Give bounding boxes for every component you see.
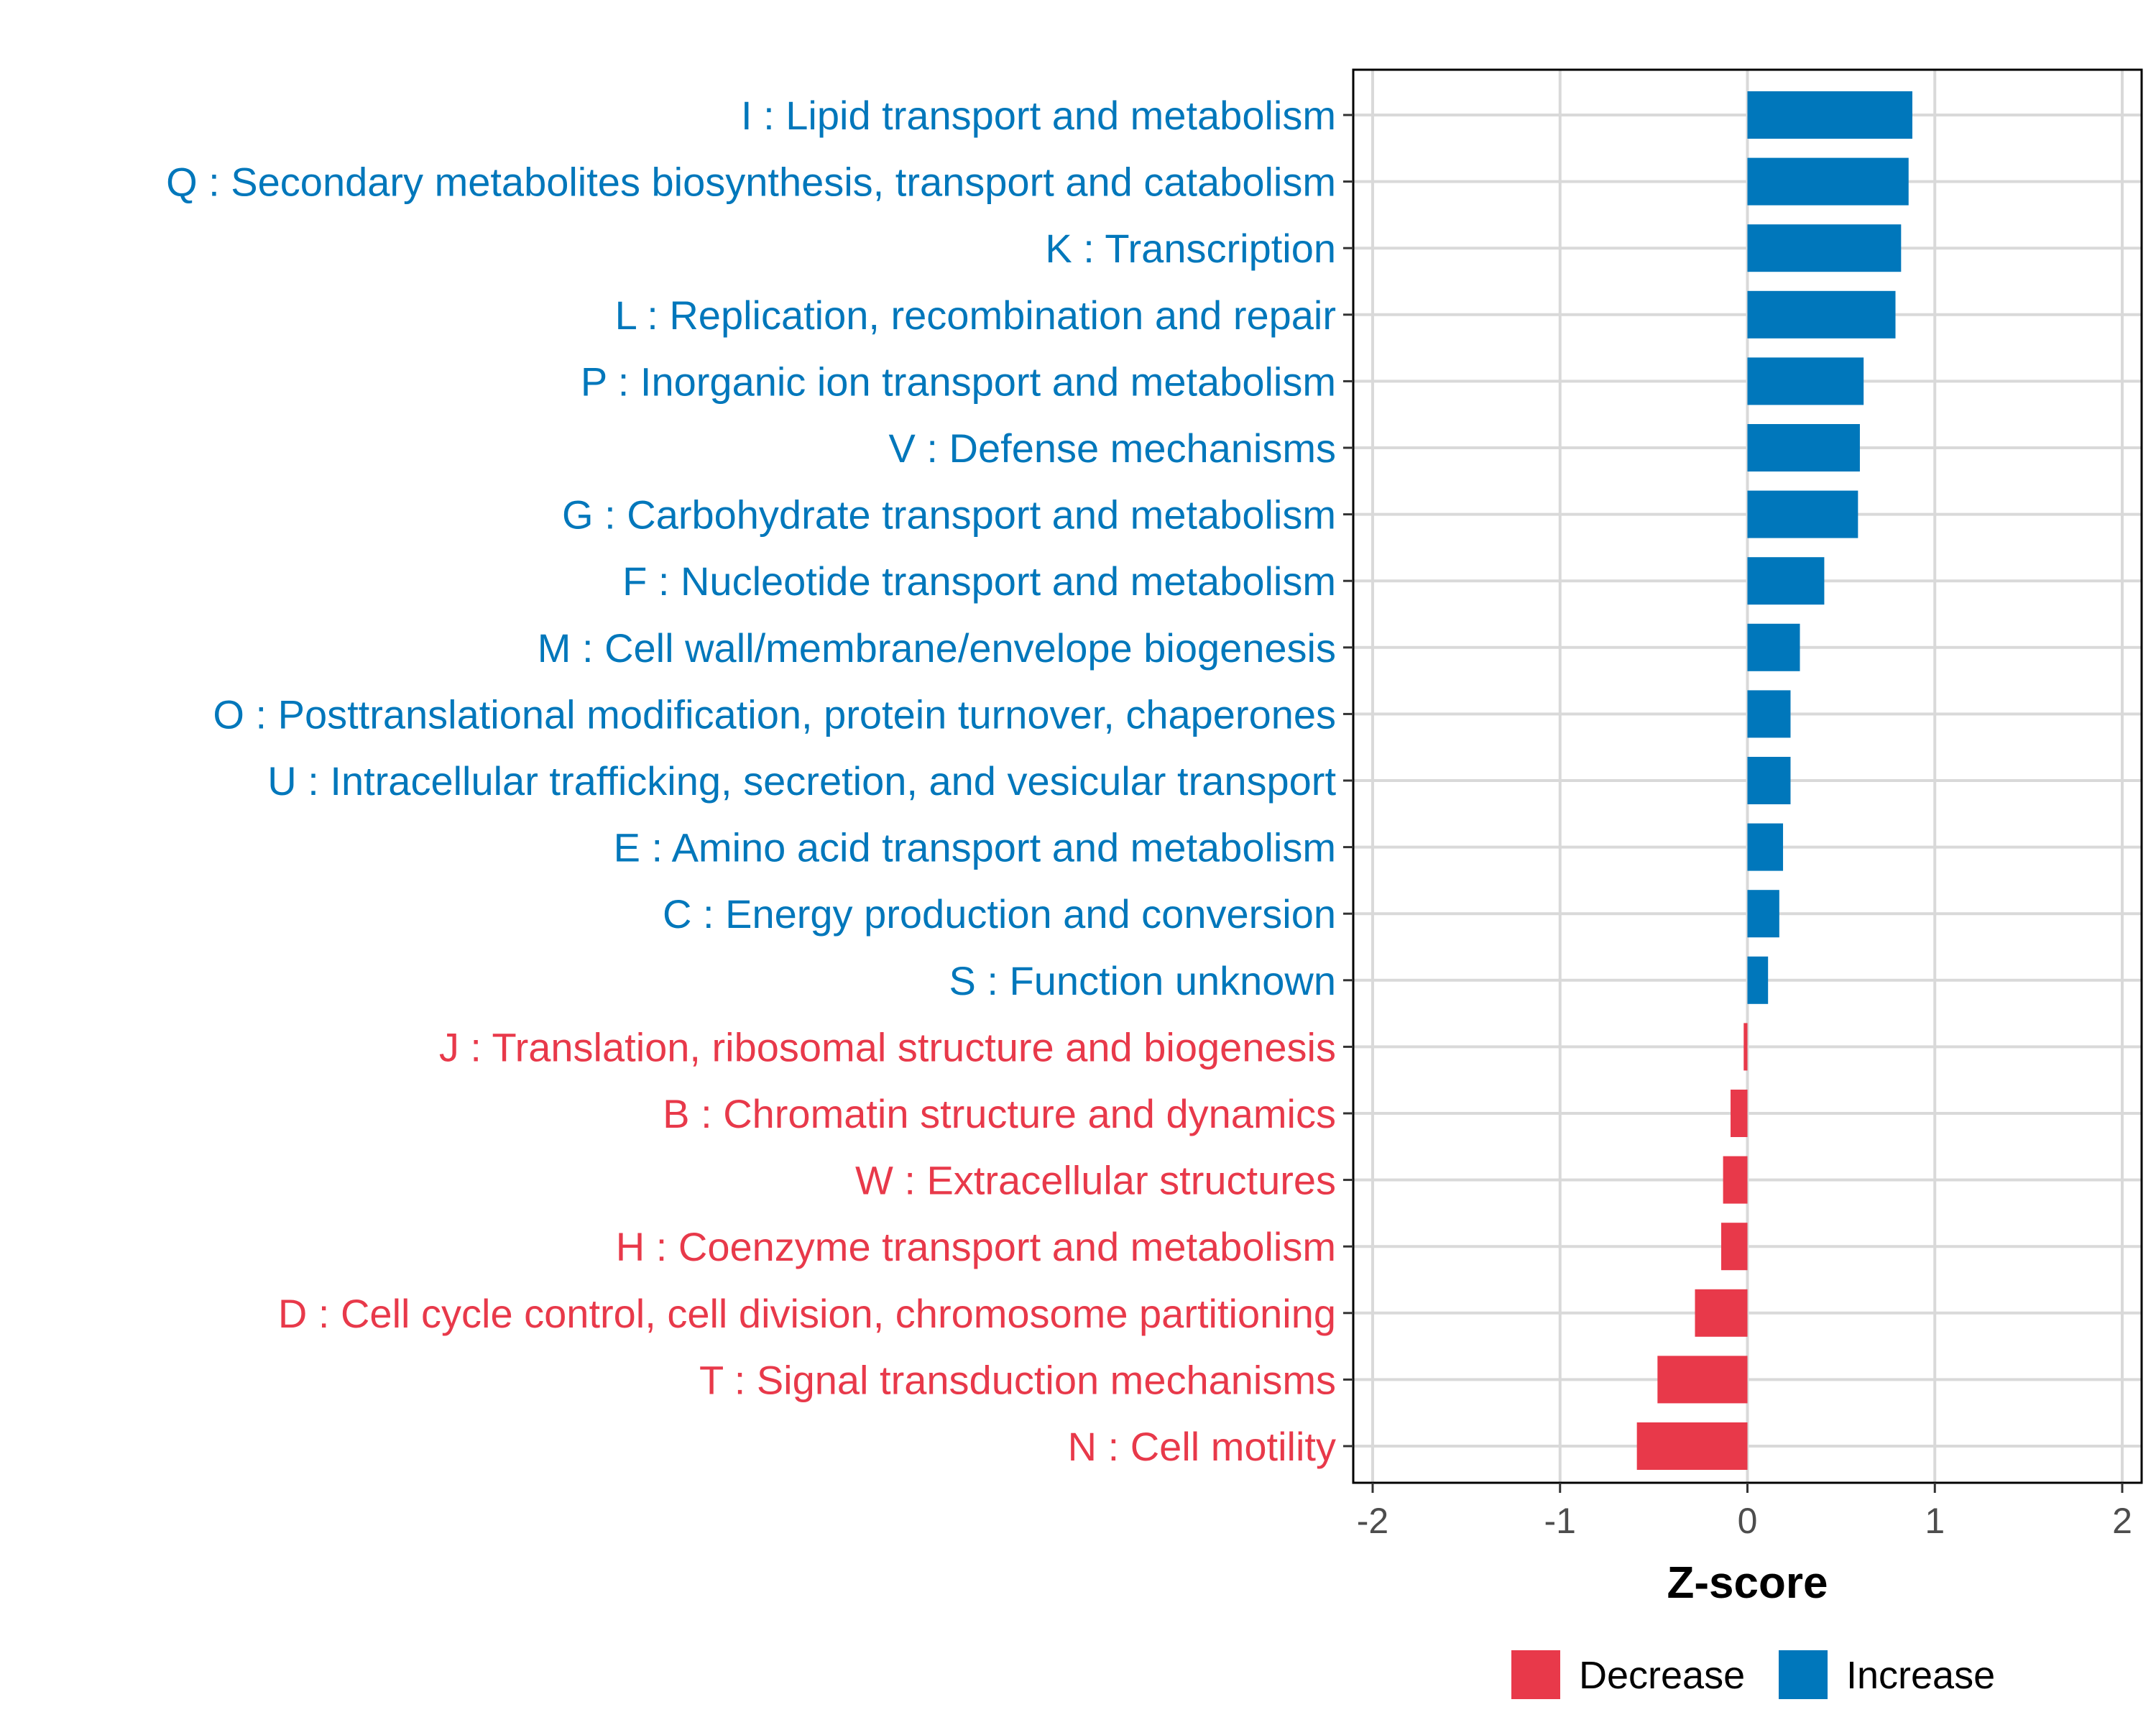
bar [1747, 91, 1912, 139]
bar [1731, 1090, 1748, 1137]
x-tick-labels: -2 -1 0 1 2 [1357, 1501, 2132, 1541]
legend: Decrease Increase [1511, 1650, 1995, 1699]
legend-label: Increase [1846, 1654, 1995, 1697]
bar [1747, 690, 1791, 738]
category-label: U : Intracellular trafficking, secretion… [267, 758, 1336, 804]
category-label: L : Replication, recombination and repai… [615, 293, 1336, 338]
bar [1657, 1356, 1748, 1404]
category-label: K : Transcription [1045, 226, 1336, 271]
bar [1747, 290, 1896, 339]
x-tick-label: 2 [2112, 1501, 2132, 1541]
x-tick-label: 1 [1925, 1501, 1945, 1541]
category-label: M : Cell wall/membrane/envelope biogenes… [538, 625, 1336, 671]
bar [1747, 224, 1902, 272]
x-tick-label: -2 [1357, 1501, 1388, 1541]
category-label: W : Extracellular structures [855, 1158, 1336, 1203]
category-label: B : Chromatin structure and dynamics [663, 1091, 1336, 1136]
category-label: P : Inorganic ion transport and metaboli… [581, 359, 1336, 404]
category-label: N : Cell motility [1068, 1424, 1336, 1469]
category-label: F : Nucleotide transport and metabolism [622, 558, 1336, 604]
category-label: S : Function unknown [949, 958, 1336, 1003]
category-label: V : Defense mechanisms [889, 426, 1336, 471]
legend-key [1511, 1650, 1560, 1699]
bar [1720, 1223, 1748, 1271]
category-label: D : Cell cycle control, cell division, c… [278, 1291, 1336, 1336]
category-label: E : Amino acid transport and metabolism [614, 825, 1336, 870]
category-label: T : Signal transduction mechanisms [699, 1357, 1336, 1402]
category-label: O : Posttranslational modification, prot… [213, 691, 1336, 737]
bar [1747, 623, 1800, 671]
category-label: C : Energy production and conversion [663, 891, 1336, 937]
bar [1747, 823, 1784, 871]
category-labels: I : Lipid transport and metabolism Q : Se… [166, 93, 1336, 1469]
bar [1747, 890, 1779, 938]
legend-key [1779, 1650, 1828, 1699]
category-label: I : Lipid transport and metabolism [741, 93, 1336, 138]
category-label: H : Coenzyme transport and metabolism [616, 1224, 1336, 1269]
bars [1636, 91, 1912, 1470]
bar [1747, 557, 1825, 605]
bar [1747, 757, 1791, 804]
bar [1747, 157, 1909, 206]
legend-label: Decrease [1579, 1654, 1745, 1697]
bar [1636, 1422, 1748, 1470]
axis-ticks [1343, 114, 2124, 1493]
bar [1747, 424, 1860, 472]
category-label: J : Translation, ribosomal structure and… [439, 1024, 1336, 1070]
bar [1695, 1289, 1748, 1337]
x-tick-label: 0 [1738, 1501, 1758, 1541]
x-tick-label: -1 [1544, 1501, 1576, 1541]
bar [1747, 357, 1864, 405]
x-axis-title: Z-score [1667, 1558, 1828, 1608]
category-label: Q : Secondary metabolites biosynthesis, … [166, 160, 1336, 205]
category-label: G : Carbohydrate transport and metabolis… [562, 492, 1336, 538]
bar [1747, 956, 1769, 1004]
bar [1747, 490, 1858, 538]
bar [1743, 1023, 1748, 1071]
bar [1723, 1156, 1748, 1204]
